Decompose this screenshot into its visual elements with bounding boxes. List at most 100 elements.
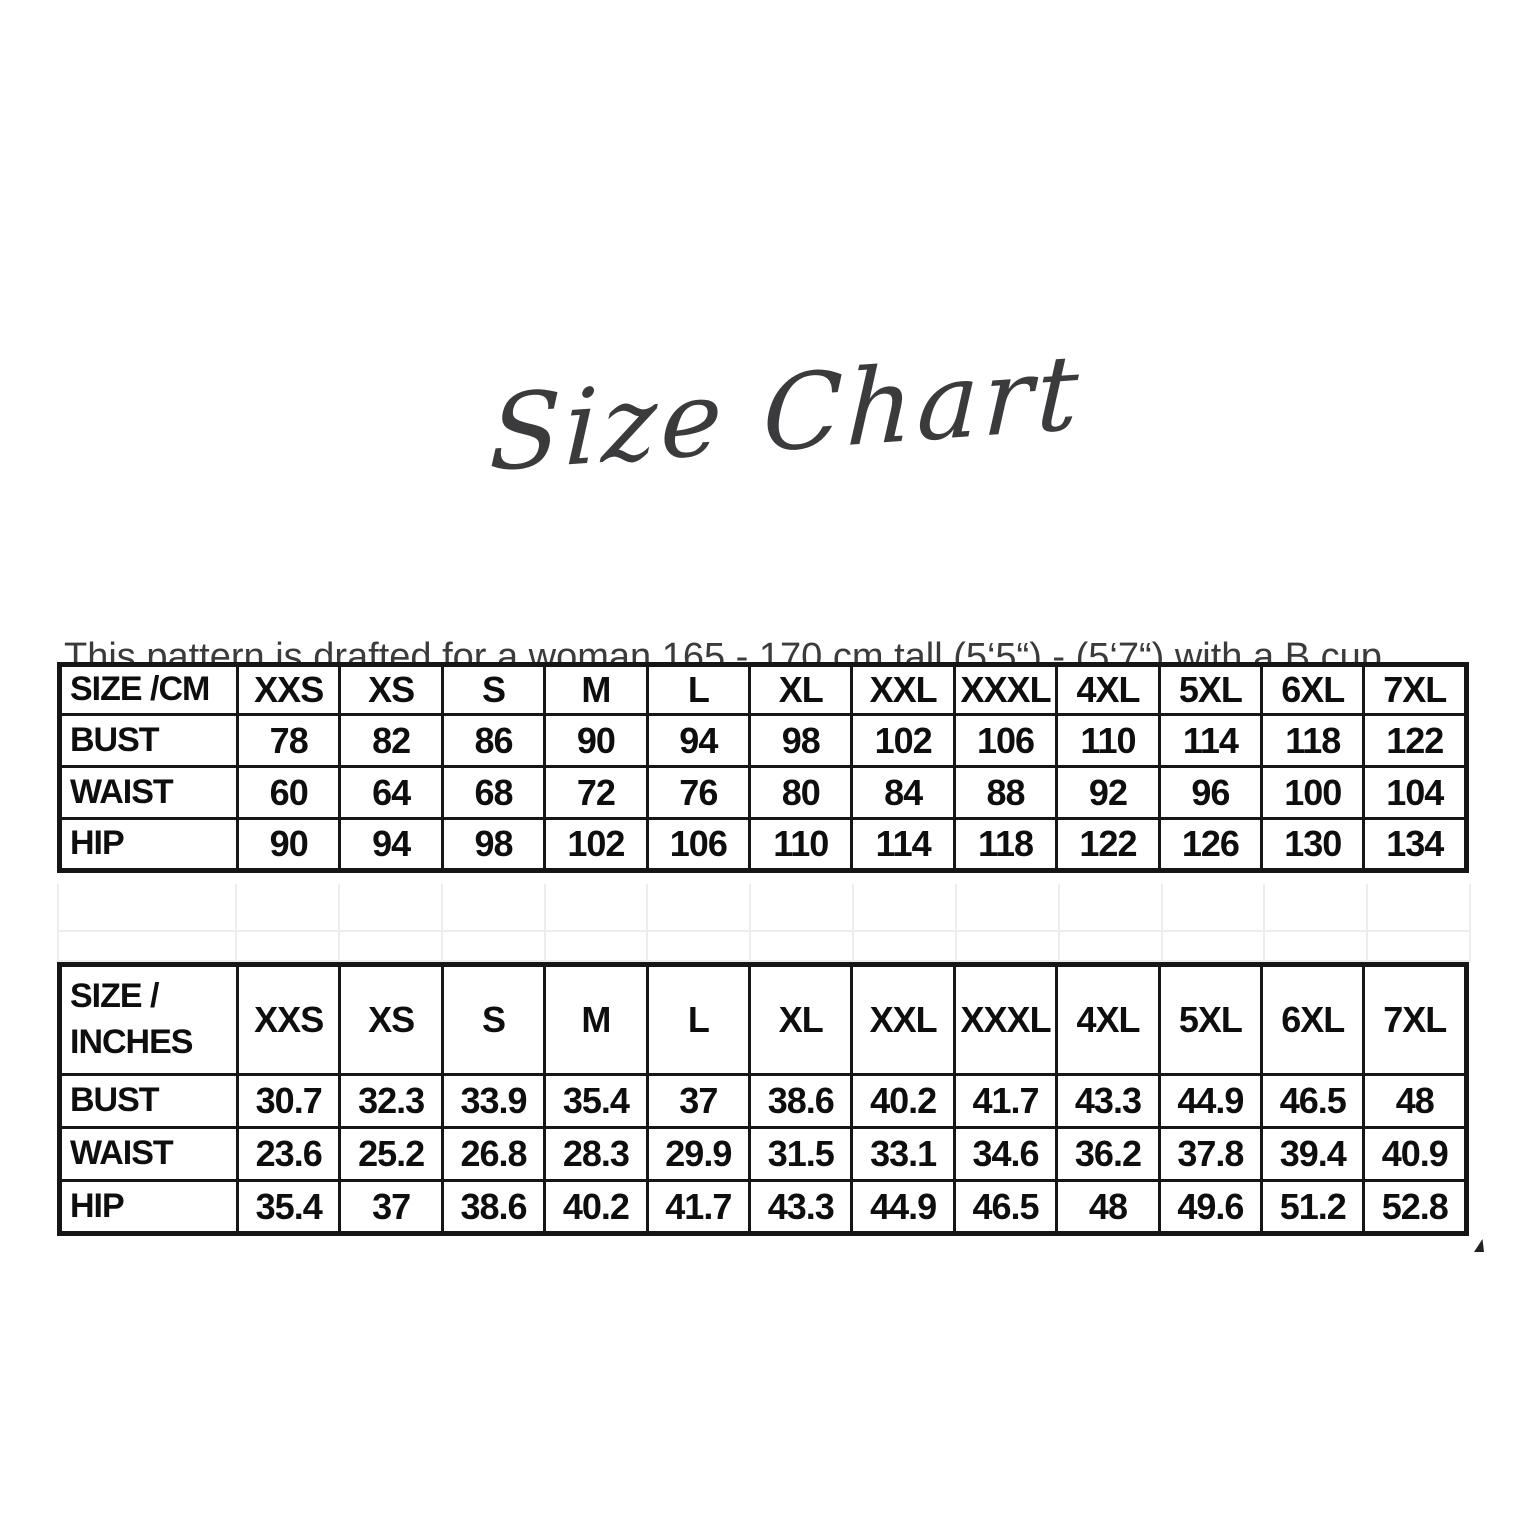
measurement-value-cell: 84: [850, 765, 956, 820]
size-header-cell: XXXL: [952, 963, 1059, 1076]
measurement-value-cell: 35.4: [235, 1179, 342, 1235]
size-header-row: SIZE / INCHES XXS XS S M L XL XXL XXXL 4XL 5XL 6XL 7…: [58, 963, 1468, 1076]
spreadsheet-gridline-cell: [854, 884, 957, 932]
measurement-value-cell: 44.9: [1157, 1073, 1264, 1129]
measurement-value-cell: 102: [850, 713, 956, 768]
spreadsheet-gridline-cell: [956, 932, 1060, 962]
measurement-value-cell: 102: [543, 817, 649, 872]
measurement-value-cell: 126: [1157, 817, 1264, 872]
size-header-cell: S: [440, 963, 547, 1076]
measurement-value-cell: 98: [748, 713, 854, 768]
spreadsheet-gridline-cell: [237, 884, 340, 932]
size-header-cell: XXS: [235, 963, 342, 1076]
measurement-value-cell: 110: [1055, 713, 1161, 768]
spreadsheet-gridline-cell: [442, 884, 546, 932]
size-header-row: SIZE /CM XXS XS S M L XL XXL XXXL 4XL 5XL 6XL 7XL: [58, 663, 1468, 716]
measurement-value-cell: 38.6: [748, 1073, 854, 1129]
spreadsheet-gridline-cell: [237, 932, 340, 962]
measurement-value-cell: 46.5: [952, 1179, 1059, 1235]
corner-triangle-mark: [1474, 1239, 1484, 1252]
spreadsheet-gridline-cell: [339, 884, 443, 932]
measurement-value-cell: 36.2: [1055, 1126, 1161, 1182]
spreadsheet-gridline-cell: [751, 932, 854, 962]
measurement-value-cell: 41.7: [645, 1179, 752, 1235]
page-title: Size Chart: [487, 330, 1085, 496]
size-header-cell: XS: [338, 663, 444, 716]
spreadsheet-gridline-cell: [956, 884, 1060, 932]
measurement-label-cell: HIP: [58, 1179, 239, 1235]
measurement-value-cell: 76: [645, 765, 752, 820]
spreadsheet-gridline-cell: [1265, 932, 1369, 962]
measurement-value-cell: 130: [1260, 817, 1366, 872]
measurement-value-cell: 94: [645, 713, 752, 768]
spreadsheet-gridline-cell: [648, 884, 752, 932]
measurement-value-cell: 92: [1055, 765, 1161, 820]
size-header-cell: M: [543, 963, 649, 1076]
measurement-value-cell: 51.2: [1260, 1179, 1366, 1235]
measurement-label-cell: HIP: [58, 817, 239, 872]
spreadsheet-gridline-cell: [1059, 884, 1163, 932]
measurement-value-cell: 110: [748, 817, 854, 872]
spreadsheet-gridline-cell: [59, 932, 237, 962]
measurement-value-cell: 60: [235, 765, 342, 820]
size-header-cell: XL: [748, 663, 854, 716]
measurement-value-cell: 100: [1260, 765, 1366, 820]
size-header-cell: 7XL: [1362, 663, 1468, 716]
measurement-value-cell: 72: [543, 765, 649, 820]
measurement-value-cell: 44.9: [850, 1179, 956, 1235]
measurement-value-cell: 38.6: [440, 1179, 547, 1235]
size-header-cell: L: [645, 663, 752, 716]
measurement-value-cell: 29.9: [645, 1126, 752, 1182]
measurement-label-cell: BUST: [58, 713, 239, 768]
measurement-value-cell: 122: [1362, 713, 1468, 768]
measurement-value-cell: 48: [1055, 1179, 1161, 1235]
size-header-cell: M: [543, 663, 649, 716]
spreadsheet-gridline-cell: [545, 884, 649, 932]
measurement-row: HIP 90 94 98 102 106 110 114 118 122 126 130 134: [58, 817, 1468, 872]
measurement-value-cell: 78: [235, 713, 342, 768]
measurement-value-cell: 118: [952, 817, 1059, 872]
measurement-value-cell: 37: [645, 1073, 752, 1129]
unit-header-cell: SIZE /CM: [58, 663, 239, 716]
measurement-value-cell: 90: [235, 817, 342, 872]
measurement-value-cell: 106: [645, 817, 752, 872]
spreadsheet-gridline-cell: [1368, 884, 1471, 932]
measurement-value-cell: 96: [1157, 765, 1264, 820]
spreadsheet-gridline-cell: [1162, 884, 1266, 932]
measurement-value-cell: 106: [952, 713, 1059, 768]
measurement-row: HIP 35.4 37 38.6 40.2 41.7 43.3 44.9 46.5 48 49.6 5…: [58, 1179, 1468, 1235]
size-header-cell: L: [645, 963, 752, 1076]
size-header-cell: XXS: [235, 663, 342, 716]
measurement-value-cell: 82: [338, 713, 444, 768]
measurement-row: WAIST 23.6 25.2 26.8 28.3 29.9 31.5 33.1 34.6 36.…: [58, 1126, 1468, 1182]
measurement-value-cell: 86: [440, 713, 547, 768]
size-header-cell: XXXL: [952, 663, 1059, 716]
measurement-value-cell: 33.1: [850, 1126, 956, 1182]
size-header-cell: XS: [338, 963, 444, 1076]
measurement-value-cell: 37.8: [1157, 1126, 1264, 1182]
size-table-cm: SIZE /CM XXS XS S M L XL XXL XXXL 4XL 5XL 6XL 7XL BUS…: [57, 662, 1469, 873]
measurement-value-cell: 88: [952, 765, 1059, 820]
measurement-value-cell: 23.6: [235, 1126, 342, 1182]
measurement-value-cell: 52.8: [1362, 1179, 1468, 1235]
spreadsheet-gridline-cell: [442, 932, 546, 962]
measurement-value-cell: 43.3: [748, 1179, 854, 1235]
spreadsheet-gridline-cell: [854, 932, 957, 962]
measurement-value-cell: 40.9: [1362, 1126, 1468, 1182]
spreadsheet-gridline-cell: [751, 884, 854, 932]
spreadsheet-gridline-cell: [339, 932, 443, 962]
size-header-cell: 6XL: [1260, 963, 1366, 1076]
size-header-cell: 4XL: [1055, 963, 1161, 1076]
size-header-cell: 7XL: [1362, 963, 1468, 1076]
spreadsheet-gridline-cell: [1265, 884, 1369, 932]
measurement-label-cell: WAIST: [58, 1126, 239, 1182]
measurement-value-cell: 48: [1362, 1073, 1468, 1129]
measurement-value-cell: 90: [543, 713, 649, 768]
measurement-value-cell: 122: [1055, 817, 1161, 872]
measurement-value-cell: 114: [850, 817, 956, 872]
size-header-cell: 5XL: [1157, 663, 1264, 716]
measurement-value-cell: 118: [1260, 713, 1366, 768]
measurement-label-cell: BUST: [58, 1073, 239, 1129]
measurement-value-cell: 26.8: [440, 1126, 547, 1182]
